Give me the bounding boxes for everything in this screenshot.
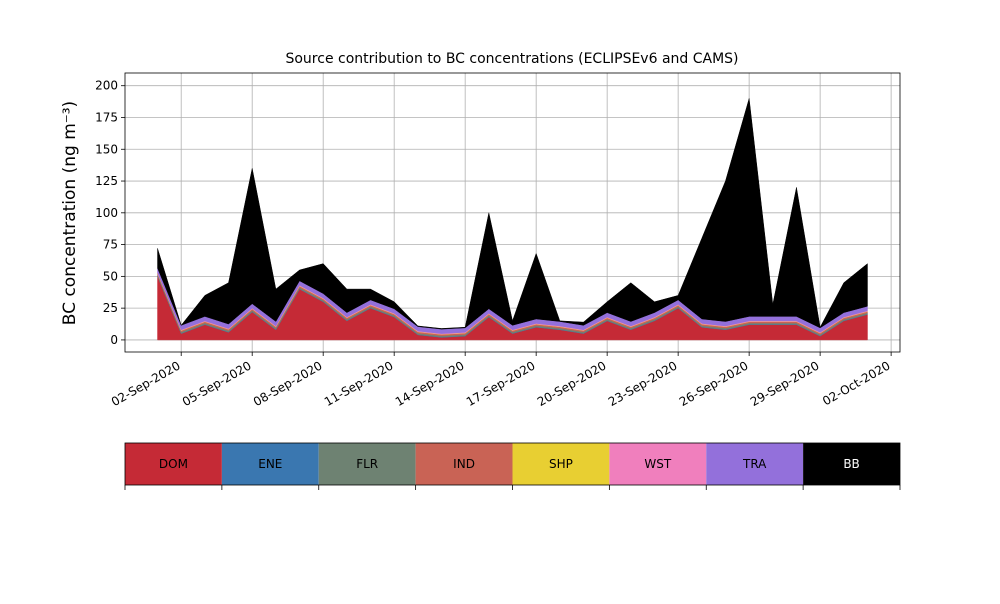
legend-swatch <box>706 443 804 485</box>
legend-label: SHP <box>549 457 573 471</box>
y-tick-label: 100 <box>95 206 118 220</box>
x-tick-label: 26-Sep-2020 <box>677 358 751 409</box>
x-tick-label: 02-Sep-2020 <box>109 358 183 409</box>
x-tick-label: 05-Sep-2020 <box>180 358 254 409</box>
y-tick-label: 25 <box>103 301 118 315</box>
legend-swatch <box>125 443 222 485</box>
legend-label: WST <box>644 457 671 471</box>
legend-swatch <box>609 443 707 485</box>
legend-frame <box>124 442 901 486</box>
legend-swatch <box>512 443 610 485</box>
legend-label: DOM <box>159 457 188 471</box>
area-bb <box>157 98 868 330</box>
x-tick-label: 29-Sep-2020 <box>748 358 822 409</box>
y-tick-label: 75 <box>103 238 118 252</box>
x-tick-label: 20-Sep-2020 <box>535 358 609 409</box>
y-tick-label: 50 <box>103 269 118 283</box>
legend-label: BB <box>843 457 859 471</box>
y-tick-label: 150 <box>95 142 118 156</box>
axes-frame <box>124 72 901 353</box>
legend-label: IND <box>453 457 475 471</box>
y-tick-label: 200 <box>95 79 118 93</box>
legend-swatch <box>221 443 319 485</box>
x-tick-label: 02-Oct-2020 <box>820 358 892 408</box>
legend-swatch <box>803 443 900 485</box>
legend-label: FLR <box>356 457 378 471</box>
x-tick-label: 17-Sep-2020 <box>464 358 538 409</box>
legend-label: ENE <box>258 457 282 471</box>
y-tick-label: 175 <box>95 110 118 124</box>
x-tick-label: 23-Sep-2020 <box>606 358 680 409</box>
legend-swatch <box>318 443 416 485</box>
y-axis-label: BC concentration (ng m⁻³) <box>60 101 80 325</box>
y-tick-label: 125 <box>95 174 118 188</box>
x-tick-label: 11-Sep-2020 <box>322 358 396 409</box>
x-tick-label: 08-Sep-2020 <box>251 358 325 409</box>
legend-label: TRA <box>742 457 767 471</box>
legend-swatch <box>415 443 513 485</box>
x-tick-label: 14-Sep-2020 <box>393 358 467 409</box>
y-tick-label: 0 <box>110 333 118 347</box>
chart-title: Source contribution to BC concentrations… <box>285 51 738 67</box>
